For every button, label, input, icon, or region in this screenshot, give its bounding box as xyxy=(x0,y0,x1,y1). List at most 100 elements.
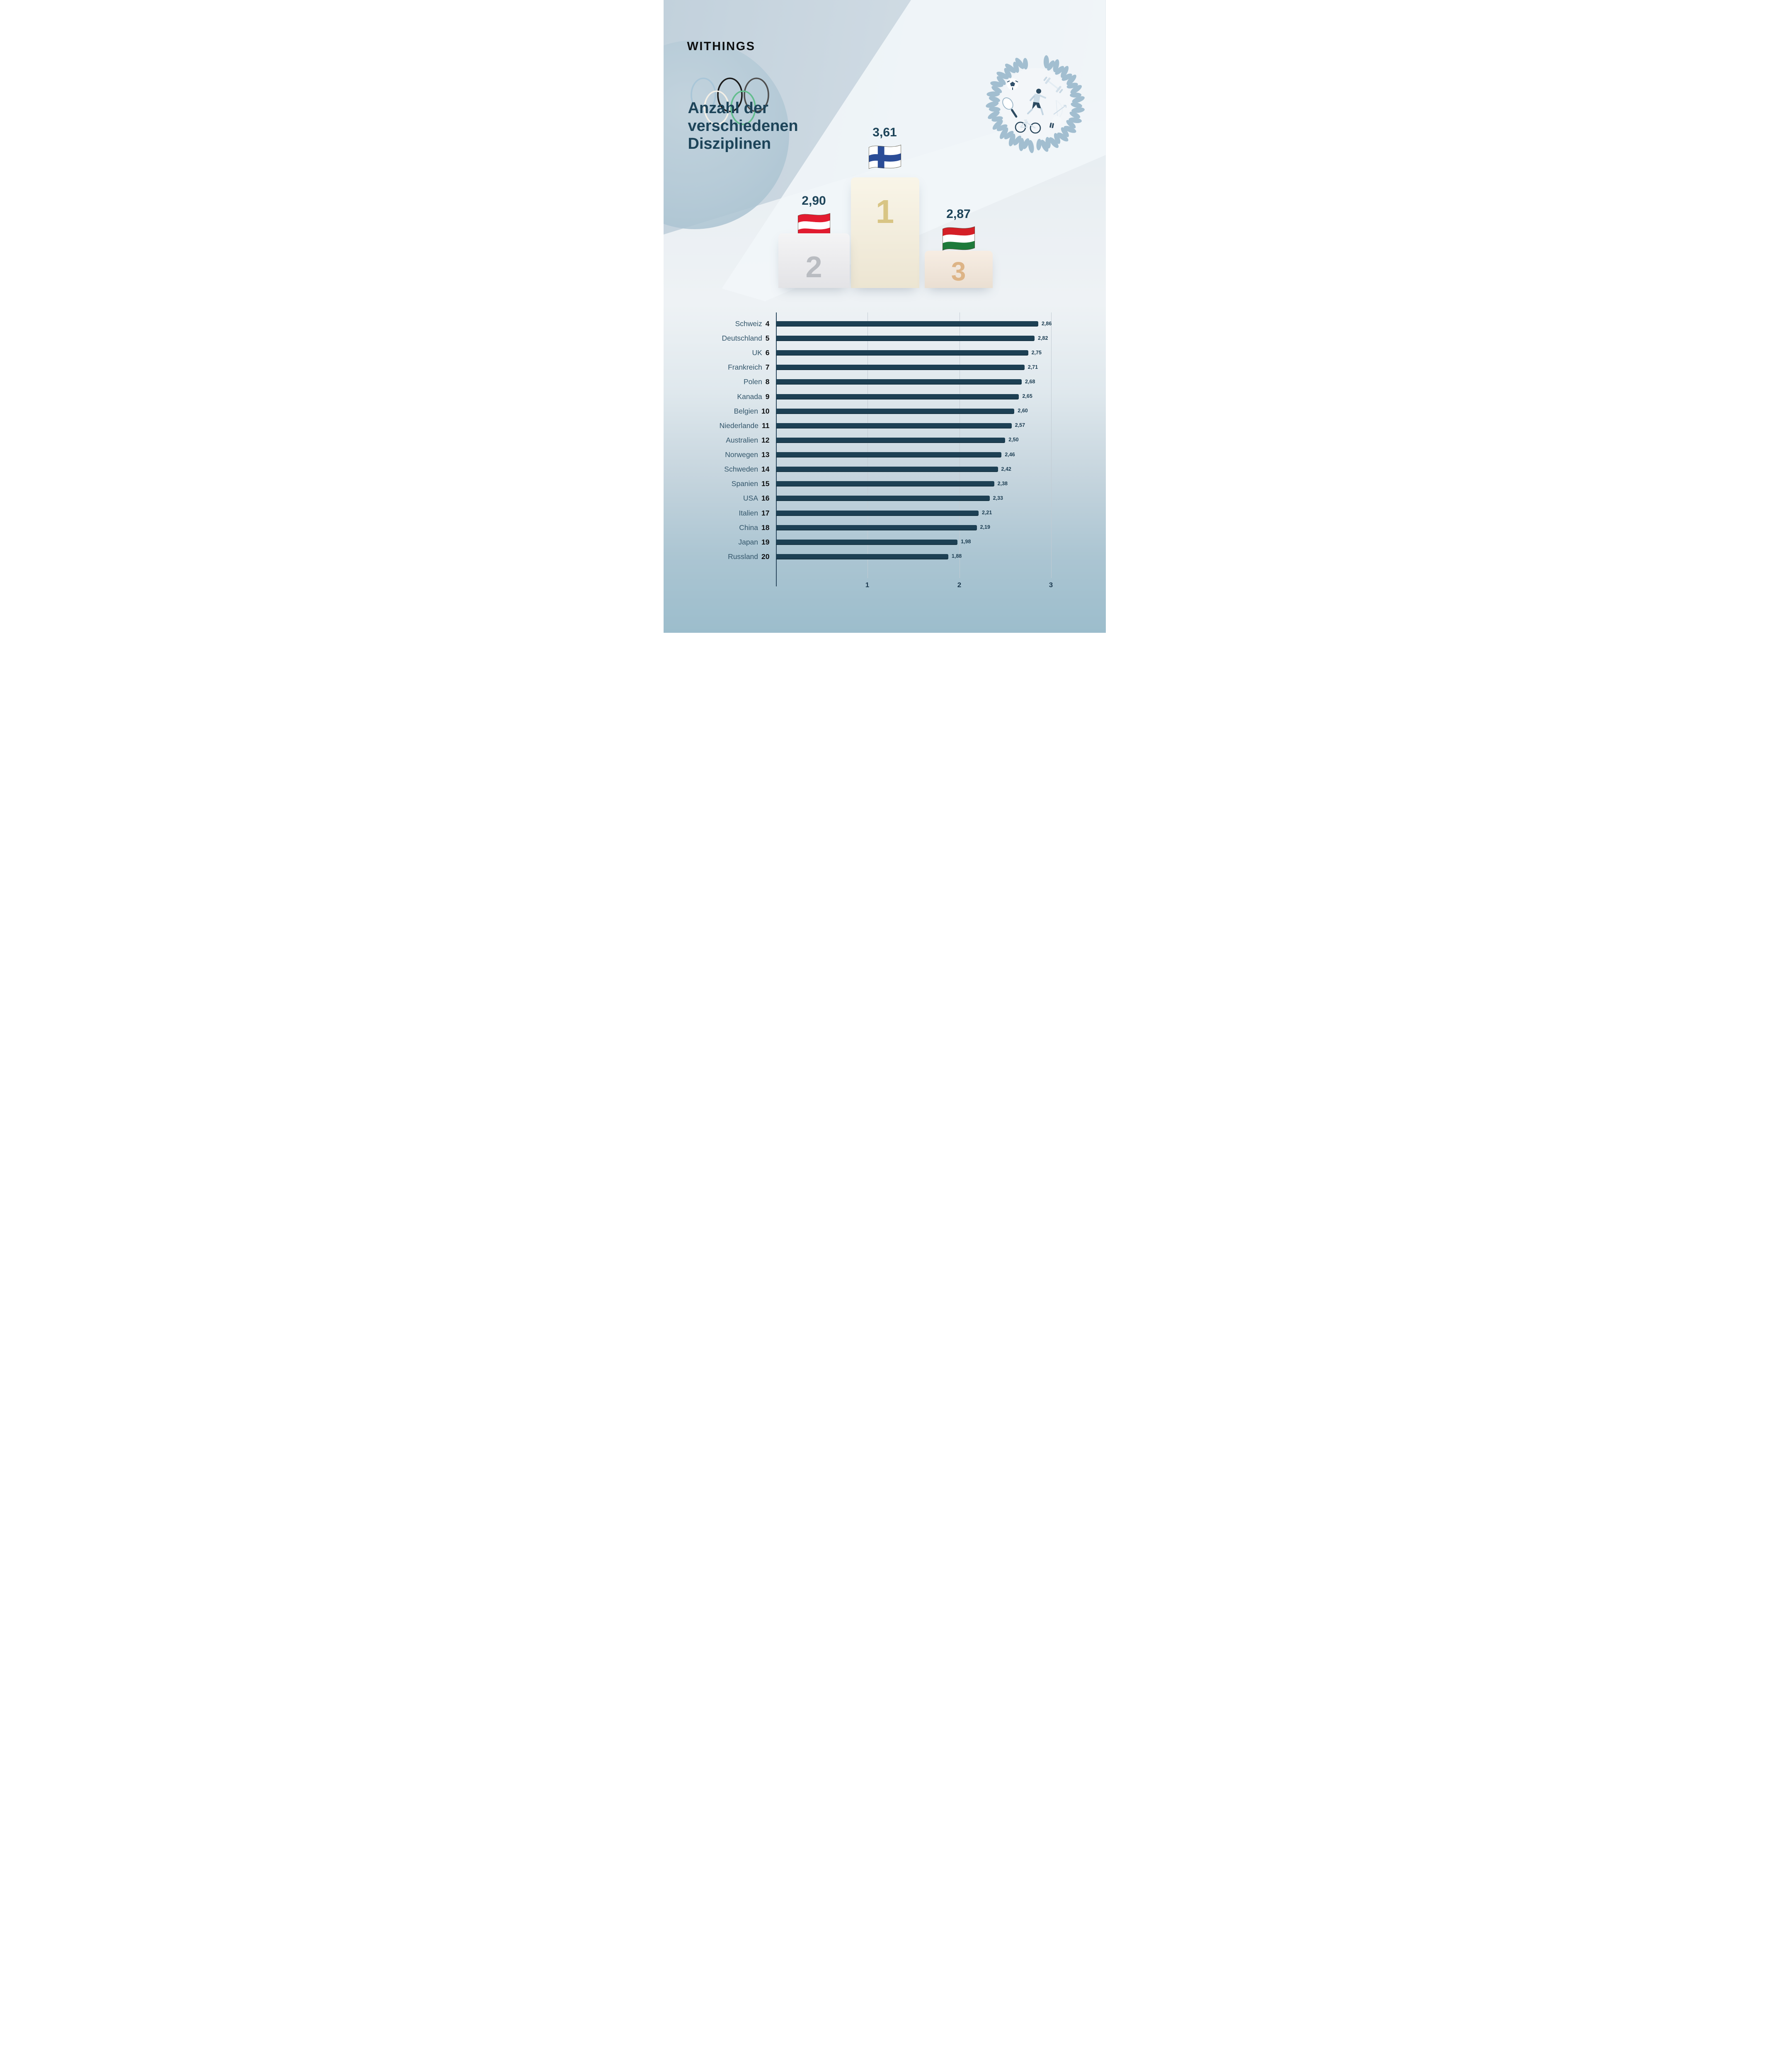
bar-row: UK 6 2,75 xyxy=(664,346,1106,361)
rank-number: 4 xyxy=(765,320,770,328)
bar-value-label: 2,65 xyxy=(1022,393,1032,399)
country-label: Polen xyxy=(744,378,762,386)
rank-number: 5 xyxy=(765,334,770,343)
bar-chart: Schweiz 4 2,86 Deutschland 5 2,82 UK 6 2… xyxy=(664,312,1106,603)
withings-logo: WITHINGS xyxy=(687,40,756,53)
bar-row: Australien 12 2,50 xyxy=(664,433,1106,448)
rank-number: 17 xyxy=(761,508,770,517)
bar-value-label: 2,38 xyxy=(997,480,1008,487)
podium-value-3: 2,87 xyxy=(946,207,971,221)
bar xyxy=(775,394,1019,399)
row-label: Norwegen 13 xyxy=(664,448,770,462)
bar-row: Niederlande 11 2,57 xyxy=(664,418,1106,433)
finland-flag xyxy=(868,145,901,169)
row-label: Japan 19 xyxy=(664,535,770,549)
bar-row: Polen 8 2,68 xyxy=(664,375,1106,390)
bar-value-label: 2,46 xyxy=(1005,451,1015,457)
soccer-ball-icon xyxy=(1006,78,1018,90)
row-label: Belgien 10 xyxy=(664,404,770,419)
rank-number: 18 xyxy=(761,523,770,532)
rank-number: 10 xyxy=(761,407,770,415)
title-line-1: Anzahl der xyxy=(688,99,768,117)
bar xyxy=(775,467,998,472)
page-title: Anzahl der verschiedenen Disziplinen xyxy=(688,99,798,153)
olympic-rings-icon xyxy=(690,77,769,125)
bar-value-label: 1,88 xyxy=(951,553,962,559)
country-label: Frankreich xyxy=(728,363,762,372)
bar xyxy=(775,539,958,545)
rank-number: 8 xyxy=(765,378,770,386)
bar-row: Frankreich 7 2,71 xyxy=(664,360,1106,375)
country-label: Kanada xyxy=(737,392,762,401)
country-label: Schweden xyxy=(724,465,758,474)
x-axis-tick-3: 3 xyxy=(1049,581,1053,589)
bar-value-label: 2,71 xyxy=(1027,364,1038,370)
bar-value-label: 2,60 xyxy=(1018,408,1028,414)
row-label: USA 16 xyxy=(664,491,770,506)
row-label: Schweiz 4 xyxy=(664,317,770,332)
bar-value-label: 2,42 xyxy=(1001,466,1011,472)
hungary-flag xyxy=(942,226,975,251)
bar-value-label: 2,19 xyxy=(980,524,990,530)
x-axis-line xyxy=(775,312,777,586)
podium-rank-1: 1 xyxy=(875,193,894,230)
title-line-3: Disziplinen xyxy=(688,135,771,152)
laurel-wreath-emblem xyxy=(984,53,1086,155)
row-label: Niederlande 11 xyxy=(664,418,770,433)
country-label: Australien xyxy=(726,436,758,444)
rank-number: 13 xyxy=(761,450,770,459)
podium-value-2: 2,90 xyxy=(802,194,826,208)
bar-row: Russland 20 1,88 xyxy=(664,549,1106,564)
tennis-racket-icon xyxy=(1002,97,1017,118)
rank-number: 19 xyxy=(761,537,770,546)
bar xyxy=(775,336,1035,341)
country-label: Japan xyxy=(738,537,758,546)
podium-rank-3: 3 xyxy=(951,257,966,286)
row-label: Kanada 9 xyxy=(664,389,770,404)
row-label: Spanien 15 xyxy=(664,477,770,491)
rank-number: 14 xyxy=(761,465,770,474)
dumbbell-icon xyxy=(1043,77,1063,93)
title-line-2: verschiedenen xyxy=(688,117,798,135)
rank-number: 15 xyxy=(761,479,770,488)
rank-number: 7 xyxy=(765,363,770,372)
boxing-glove-icon xyxy=(1049,116,1061,128)
bar-row: Japan 19 1,98 xyxy=(664,535,1106,549)
bicycle-icon xyxy=(1015,119,1041,134)
country-label: Belgien xyxy=(734,407,758,415)
bar-row: USA 16 2,33 xyxy=(664,491,1106,506)
bar-row: Kanada 9 2,65 xyxy=(664,389,1106,404)
bar-value-label: 2,50 xyxy=(1008,437,1019,443)
rank-number: 16 xyxy=(761,494,770,503)
country-label: Niederlande xyxy=(719,421,758,430)
gridline-3 xyxy=(1051,312,1052,578)
row-label: Italien 17 xyxy=(664,506,770,520)
rank-number: 20 xyxy=(761,552,770,561)
bar-value-label: 2,82 xyxy=(1038,335,1048,341)
podium-block-1: 1 xyxy=(851,177,919,288)
bar xyxy=(775,365,1025,370)
bar-row: Spanien 15 2,38 xyxy=(664,477,1106,491)
bar xyxy=(775,496,990,501)
infographic-page: WITHINGS Anzahl der verschiedenen Diszip… xyxy=(663,0,1106,633)
podium-value-1: 3,61 xyxy=(872,126,897,139)
bar xyxy=(775,321,1038,327)
bar-row: Norwegen 13 2,46 xyxy=(664,448,1106,462)
x-axis-tick-2: 2 xyxy=(957,581,962,589)
bar-value-label: 2,86 xyxy=(1041,320,1052,327)
bar-value-label: 2,21 xyxy=(982,510,992,516)
bar-row: Schweiz 4 2,86 xyxy=(664,317,1106,332)
podium-block-2: 2 xyxy=(778,233,850,288)
x-axis-tick-1: 1 xyxy=(865,581,870,589)
bar xyxy=(775,350,1028,356)
bar xyxy=(775,525,977,530)
rank-number: 9 xyxy=(765,392,770,401)
bar-row: Deutschland 5 2,82 xyxy=(664,331,1106,346)
bar xyxy=(775,452,1002,458)
country-label: USA xyxy=(743,494,758,503)
rank-number: 6 xyxy=(765,349,770,357)
country-label: Deutschland xyxy=(722,334,762,343)
bar-value-label: 2,75 xyxy=(1031,349,1042,356)
row-label: Australien 12 xyxy=(664,433,769,448)
row-label: Polen 8 xyxy=(664,375,770,390)
